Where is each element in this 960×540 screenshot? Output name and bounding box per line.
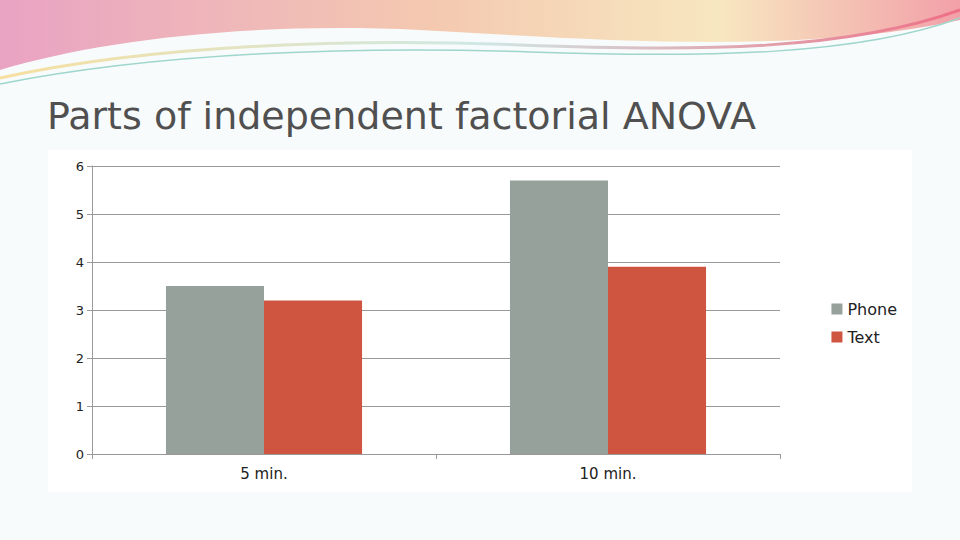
svg-text:Phone: Phone <box>847 300 897 319</box>
svg-text:4: 4 <box>76 255 84 270</box>
svg-text:Parts of independent factorial: Parts of independent factorial ANOVA <box>47 94 756 138</box>
svg-text:10 min.: 10 min. <box>580 465 637 483</box>
svg-text:2: 2 <box>76 351 84 366</box>
svg-text:3: 3 <box>76 303 84 318</box>
svg-text:1: 1 <box>76 399 84 414</box>
svg-text:Text: Text <box>846 328 879 347</box>
svg-text:5: 5 <box>76 207 84 222</box>
svg-text:6: 6 <box>76 159 84 174</box>
svg-text:5 min.: 5 min. <box>240 465 287 483</box>
svg-text:0: 0 <box>76 447 84 462</box>
